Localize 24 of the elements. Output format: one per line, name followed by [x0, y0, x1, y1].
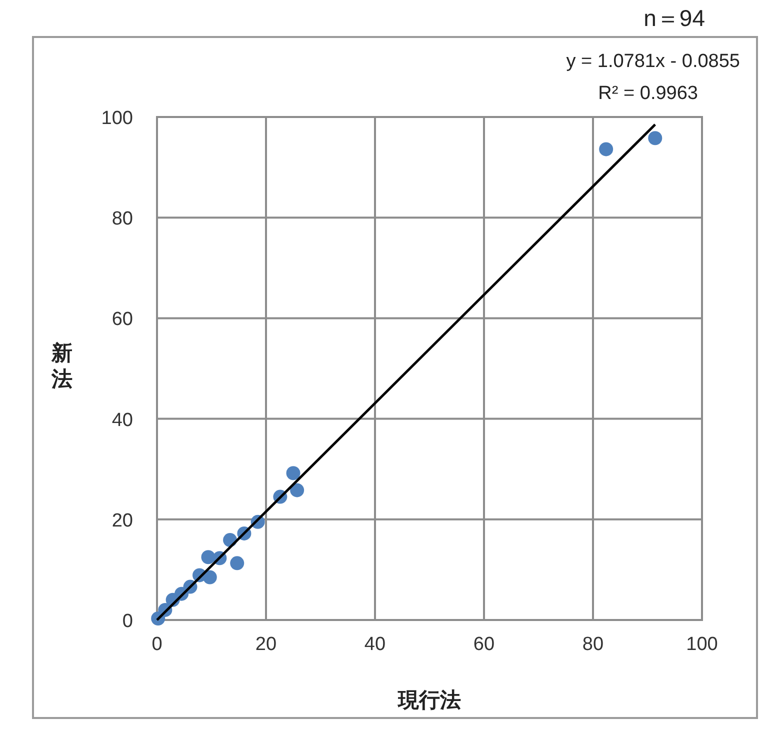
point — [599, 142, 614, 156]
text: R² = 0.9963 — [598, 83, 698, 104]
x-tick-label: 80 — [582, 634, 604, 655]
x-tick-label: 100 — [686, 634, 718, 655]
y-tick-label: 100 — [101, 108, 133, 129]
y-tick-label: 0 — [122, 611, 133, 632]
point — [290, 483, 304, 498]
x-axis-title: 現行法 — [397, 689, 461, 712]
y-tick-label: 40 — [112, 410, 133, 431]
x-tick-label: 20 — [255, 634, 277, 655]
point — [648, 131, 662, 146]
y-tick-label: 20 — [112, 510, 133, 532]
x-tick-label: 0 — [152, 634, 162, 655]
text: y = 1.0781x - 0.0855 — [566, 51, 740, 72]
y-axis-title: 新法 — [50, 341, 72, 391]
y-tick-label: 60 — [112, 309, 133, 330]
text: n＝94 — [644, 5, 706, 31]
x-tick-label: 60 — [473, 634, 495, 655]
point — [201, 550, 216, 564]
point — [286, 466, 300, 480]
point — [202, 570, 217, 584]
y-tick-label: 80 — [112, 208, 133, 230]
x-tick-label: 40 — [364, 634, 386, 655]
point — [230, 556, 244, 570]
